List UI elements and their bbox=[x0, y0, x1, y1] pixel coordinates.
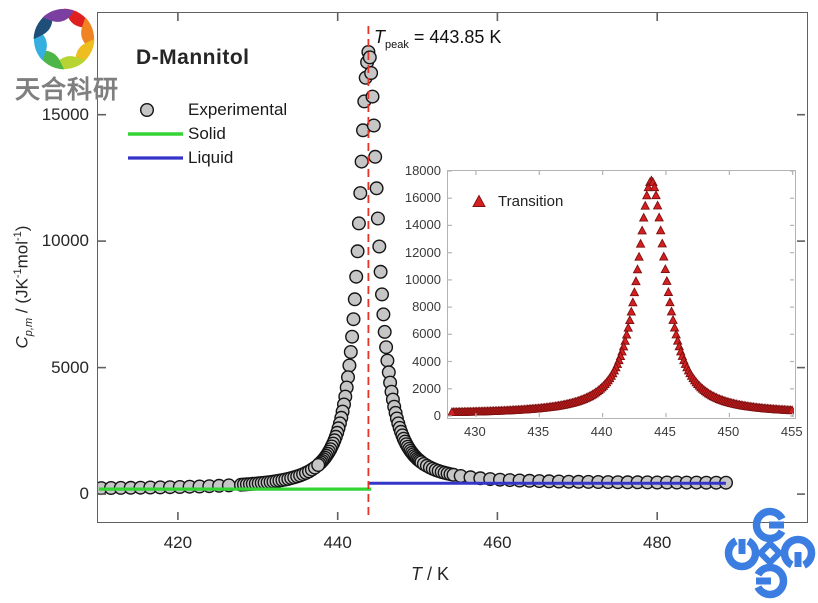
inset-x-tick-label: 430 bbox=[464, 424, 486, 439]
y-tick-label: 0 bbox=[79, 484, 89, 504]
solid-line-icon bbox=[128, 132, 183, 136]
y-tick-label: 5000 bbox=[51, 357, 89, 377]
inset-y-tick-label: 16000 bbox=[404, 190, 441, 206]
main-legend: Experimental Solid Liquid bbox=[126, 98, 287, 170]
x-axis-label: T / K bbox=[410, 564, 449, 584]
inset-plot-frame bbox=[447, 170, 796, 419]
legend-label: Transition bbox=[498, 192, 564, 210]
tpeak-value: = 443.85 K bbox=[408, 27, 502, 47]
x-axis-symbol: T bbox=[410, 564, 422, 584]
legend-item-experimental: Experimental bbox=[126, 98, 287, 122]
legend-item-liquid: Liquid bbox=[126, 146, 287, 170]
brand-text: 天合科研 bbox=[15, 77, 120, 104]
x-tick-label: 440 bbox=[323, 533, 352, 552]
tpeak-subscript: peak bbox=[385, 39, 409, 51]
y-tick-label: 15000 bbox=[41, 104, 89, 124]
tpeak-annotation: Tpeak = 443.85 K bbox=[374, 27, 502, 51]
inset-data-svg bbox=[448, 171, 794, 417]
inset-x-tick-label: 440 bbox=[590, 424, 613, 439]
inset-y-tick-label: 18000 bbox=[404, 163, 441, 178]
plot-title: D-Mannitol bbox=[136, 46, 250, 69]
transition-marker-icon bbox=[472, 194, 486, 207]
x-tick-label: 460 bbox=[483, 533, 512, 552]
transition-series bbox=[448, 175, 794, 417]
inset-y-tick-label: 8000 bbox=[412, 299, 441, 315]
legend-label: Experimental bbox=[188, 100, 288, 119]
inset-y-tick-label: 4000 bbox=[412, 353, 441, 369]
inset-x-tick-label: 445 bbox=[654, 424, 676, 439]
inset-x-tick-label: 455 bbox=[780, 424, 803, 439]
inset-y-tick-label: 10000 bbox=[404, 271, 441, 287]
inset-legend: Transition bbox=[470, 190, 563, 212]
x-tick-label: 420 bbox=[163, 533, 193, 552]
inset-x-tick-label: 450 bbox=[717, 424, 740, 439]
inset-y-tick-label: 12000 bbox=[404, 244, 441, 260]
pinwheel-logo-icon bbox=[33, 8, 95, 70]
corner-logo-icon bbox=[724, 507, 816, 599]
legend-label: Solid bbox=[188, 124, 226, 143]
y-axis-label: Cp,m / (JK-1mol-1) bbox=[12, 225, 36, 349]
main-data-svg bbox=[98, 13, 805, 520]
liquid-line-icon bbox=[128, 156, 183, 160]
inset-y-tick-label: 14000 bbox=[404, 217, 441, 233]
main-plot-frame bbox=[97, 12, 808, 523]
inset-x-tick-label: 435 bbox=[527, 424, 550, 439]
legend-label: Liquid bbox=[188, 148, 234, 167]
inset-y-tick-label: 2000 bbox=[412, 380, 441, 396]
inset-y-tick-label: 6000 bbox=[412, 326, 441, 342]
inset-y-tick-label: 0 bbox=[433, 407, 441, 423]
experimental-marker-icon bbox=[139, 102, 155, 118]
pinwheel-petal bbox=[42, 8, 74, 22]
x-tick-label: 480 bbox=[643, 533, 672, 552]
legend-item-solid: Solid bbox=[126, 122, 287, 146]
tpeak-symbol: T bbox=[374, 27, 385, 47]
y-tick-label: 10000 bbox=[41, 231, 89, 251]
